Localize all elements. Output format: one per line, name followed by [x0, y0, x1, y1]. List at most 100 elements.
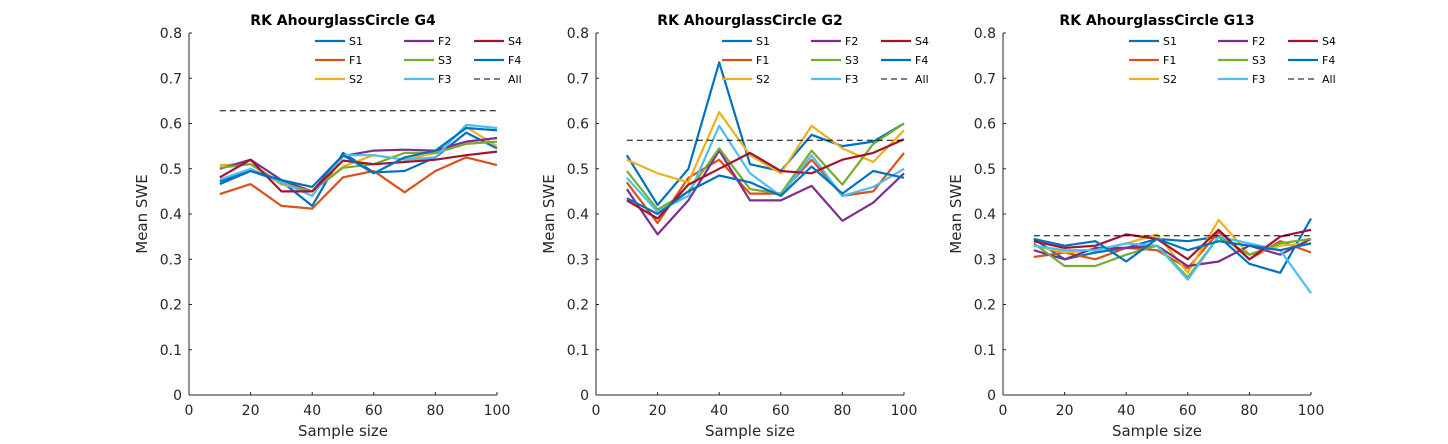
y-tick-label: 0.7: [567, 71, 589, 87]
y-tick-label: 0.1: [160, 343, 182, 359]
legend: S1 F1 S2 F2 S3 F3 S4 F4 All: [1129, 35, 1336, 86]
y-tick-label: 0.4: [974, 207, 996, 223]
series-line-f4: [219, 126, 498, 188]
x-tick-label: 100: [891, 403, 918, 419]
legend-label-s1: S1: [349, 35, 363, 48]
legend-label-f3: F3: [438, 73, 451, 86]
y-tick-label: 0.1: [567, 343, 589, 359]
y-tick-label: 0.6: [567, 117, 589, 133]
series-group: [219, 110, 498, 210]
plot-area: [596, 33, 904, 395]
y-axis-label: Mean SWE: [947, 174, 965, 253]
legend-label-f2: F2: [1252, 35, 1265, 48]
legend-label-s2: S2: [349, 73, 363, 86]
y-tick-label: 0.2: [160, 298, 182, 314]
y-tick-label: 0.5: [160, 162, 182, 178]
y-tick-label: 0.2: [567, 298, 589, 314]
y-tick-label: 0: [987, 388, 996, 404]
y-tick-label: 0.4: [160, 207, 182, 223]
series-line-s1: [625, 61, 905, 207]
x-tick-label: 0: [592, 403, 601, 419]
y-tick-label: 0: [173, 388, 182, 404]
series-group: [625, 61, 905, 236]
legend-label-s2: S2: [1163, 73, 1177, 86]
x-tick-label: 60: [1179, 403, 1197, 419]
y-tick-label: 0.3: [974, 252, 996, 268]
y-tick-label: 0.5: [567, 162, 589, 178]
legend-label-f2: F2: [438, 35, 451, 48]
legend-label-all: All: [1322, 73, 1336, 86]
x-tick-label: 60: [365, 403, 383, 419]
x-tick-label: 40: [1117, 403, 1135, 419]
x-tick-label: 100: [1298, 403, 1325, 419]
series-line-f4: [626, 165, 905, 216]
legend-label-f3: F3: [1252, 73, 1265, 86]
x-tick-label: 60: [772, 403, 790, 419]
legend-label-s3: S3: [438, 54, 452, 67]
legend-label-f2: F2: [845, 35, 858, 48]
y-tick-label: 0.1: [974, 343, 996, 359]
x-axis-label: Sample size: [1112, 422, 1202, 440]
legend-label-s4: S4: [1322, 35, 1336, 48]
y-tick-label: 0.8: [160, 26, 182, 42]
y-tick-label: 0: [580, 388, 589, 404]
x-axis-label: Sample size: [298, 422, 388, 440]
x-tick-label: 40: [303, 403, 321, 419]
series-line-f1: [219, 156, 498, 210]
y-axis-label: Mean SWE: [540, 174, 558, 253]
x-axis-label: Sample size: [705, 422, 795, 440]
y-tick-label: 0.8: [567, 26, 589, 42]
legend-label-s3: S3: [845, 54, 859, 67]
legend-label-s1: S1: [756, 35, 770, 48]
y-tick-label: 0.5: [974, 162, 996, 178]
x-tick-label: 0: [185, 403, 194, 419]
y-tick-label: 0.3: [567, 252, 589, 268]
y-tick-label: 0.4: [567, 207, 589, 223]
chart-title: RK AhourglassCircle G2: [657, 13, 842, 29]
series-line-f2: [219, 136, 498, 193]
chart-panel-3: 0 20 40 60 80 100 0 0.1 0.2 0.3 0.4 0.5 0.6 0.7 0.8 RK …: [947, 13, 1336, 440]
legend-label-s4: S4: [508, 35, 522, 48]
x-tick-label: 80: [426, 403, 444, 419]
legend-label-f1: F1: [756, 54, 769, 67]
x-tick-label: 20: [242, 403, 260, 419]
y-tick-label: 0.8: [974, 26, 996, 42]
legend-label-f4: F4: [508, 54, 521, 67]
chart-panel-1: 0 20 40 60 80 100 0 0.1 0.2 0.3 0.4 0.5 0.6 0.7 0.8 RK …: [133, 13, 522, 440]
legend-label-s4: S4: [915, 35, 929, 48]
legend-label-f4: F4: [1322, 54, 1335, 67]
series-group: [1033, 217, 1312, 294]
legend-label-s2: S2: [756, 73, 770, 86]
plot-area: [189, 33, 497, 395]
legend: S1 F1 S2 F2 S3 F3 S4 F4 All: [315, 35, 522, 86]
legend: S1 F1 S2 F2 S3 F3 S4 F4 All: [722, 35, 929, 86]
legend-label-all: All: [508, 73, 522, 86]
chart-panel-2: 0 20 40 60 80 100 0 0.1 0.2 0.3 0.4 0.5 0.6 0.7 0.8 RK …: [540, 13, 929, 440]
x-tick-label: 40: [710, 403, 728, 419]
x-tick-label: 20: [649, 403, 667, 419]
y-tick-label: 0.3: [160, 252, 182, 268]
x-tick-label: 20: [1056, 403, 1074, 419]
y-tick-label: 0.6: [160, 117, 182, 133]
legend-label-all: All: [915, 73, 929, 86]
x-tick-label: 100: [484, 403, 511, 419]
series-line-f4: [1033, 237, 1312, 263]
y-tick-label: 0.7: [974, 71, 996, 87]
chart-title: RK AhourglassCircle G4: [250, 13, 436, 29]
x-tick-label: 80: [1240, 403, 1258, 419]
legend-label-f1: F1: [349, 54, 362, 67]
plot-area: [1003, 33, 1311, 395]
series-line-s3: [219, 140, 498, 193]
legend-label-s1: S1: [1163, 35, 1177, 48]
y-tick-label: 0.7: [160, 71, 182, 87]
x-tick-label: 80: [833, 403, 851, 419]
legend-label-f3: F3: [845, 73, 858, 86]
series-line-f2: [625, 149, 905, 236]
y-tick-label: 0.2: [974, 298, 996, 314]
legend-label-f4: F4: [915, 54, 928, 67]
x-tick-label: 0: [999, 403, 1008, 419]
y-tick-label: 0.6: [974, 117, 996, 133]
legend-label-s3: S3: [1252, 54, 1266, 67]
legend-label-f1: F1: [1163, 54, 1176, 67]
